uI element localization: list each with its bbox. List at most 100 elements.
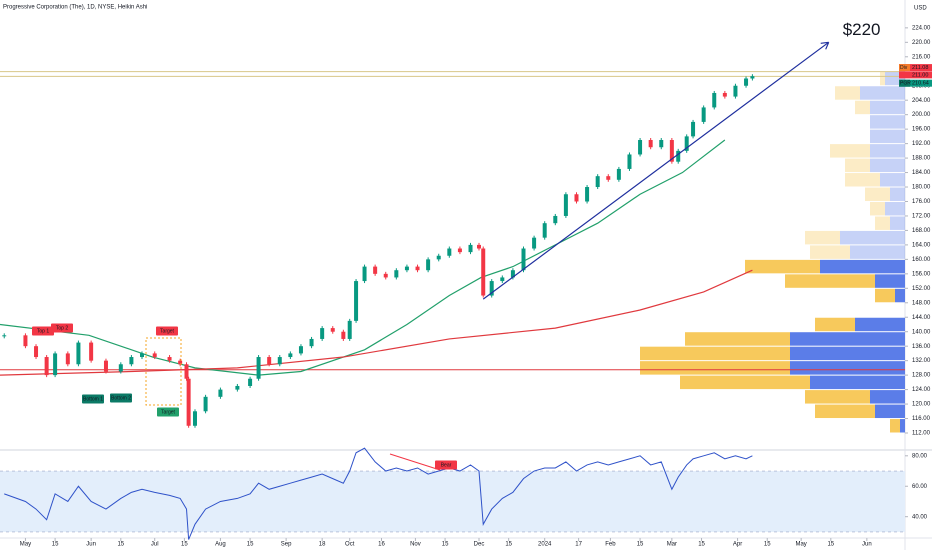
profile-down <box>890 187 905 201</box>
trend-label: $220 <box>843 20 881 39</box>
candle <box>354 281 359 321</box>
profile-up <box>805 230 840 245</box>
candle <box>152 353 157 358</box>
profile-down <box>870 390 905 404</box>
y-tick-label: 148.00 <box>912 300 931 306</box>
x-tick-label: 15 <box>117 542 124 548</box>
candle <box>553 215 558 224</box>
candle <box>574 194 579 202</box>
candle <box>691 121 696 137</box>
profile-down <box>820 259 905 274</box>
x-tick-label: Jul <box>151 542 159 548</box>
profile-up <box>835 86 860 100</box>
candle <box>167 357 172 361</box>
x-tick-label: Jun <box>86 542 96 548</box>
x-tick-label: 2024 <box>538 542 552 548</box>
profile-down <box>870 100 905 115</box>
rsi-tick-label: 40.00 <box>912 514 928 520</box>
price-tag-name: Div <box>900 65 908 71</box>
candle <box>118 364 123 372</box>
currency: USD <box>914 6 927 12</box>
rsi-tick-label: 60.00 <box>912 484 928 490</box>
x-tick-label: Jun <box>862 542 872 548</box>
profile-up <box>870 201 885 216</box>
candle <box>34 346 39 358</box>
candle <box>373 266 378 274</box>
x-tick-label: 16 <box>378 542 385 548</box>
x-tick-label: May <box>795 542 806 548</box>
y-tick-label: 220.00 <box>912 40 931 46</box>
trend-arrowhead <box>820 41 830 50</box>
candle <box>362 266 367 282</box>
divergence-line <box>389 453 441 471</box>
y-tick-label: 144.00 <box>912 315 931 321</box>
candle <box>585 187 590 202</box>
x-tick-label: 17 <box>575 542 582 548</box>
x-tick-label: Apr <box>733 542 742 548</box>
candle <box>76 342 81 365</box>
candle <box>468 244 473 253</box>
y-tick-label: 112.00 <box>912 431 931 437</box>
profile-down <box>855 317 905 332</box>
x-tick-label: 15 <box>247 542 254 548</box>
y-tick-label: 132.00 <box>912 358 931 364</box>
y-tick-label: 180.00 <box>912 185 931 191</box>
x-tick-label: May <box>20 542 31 548</box>
candle <box>383 273 388 278</box>
candle <box>65 353 70 365</box>
profile-down <box>850 245 905 259</box>
y-tick-label: 124.00 <box>912 387 931 393</box>
y-tick-label: 140.00 <box>912 329 931 335</box>
profile-up <box>680 375 810 390</box>
y-tick-label: 216.00 <box>912 54 931 60</box>
candle <box>53 353 58 376</box>
x-tick-label: Mar <box>667 542 677 548</box>
y-tick-label: 172.00 <box>912 214 931 220</box>
profile-up <box>865 187 890 201</box>
candle <box>404 266 409 271</box>
profile-up <box>685 332 790 346</box>
x-tick-label: Sep <box>281 542 292 548</box>
profile-down <box>870 144 905 158</box>
x-tick-label: 15 <box>181 542 188 548</box>
candle <box>347 320 352 339</box>
trendline <box>482 41 830 300</box>
annotation-box <box>82 394 104 404</box>
candle <box>129 357 134 365</box>
y-tick-label: 164.00 <box>912 242 931 248</box>
y-tick-label: 224.00 <box>912 25 931 31</box>
x-tick-label: 15 <box>698 542 705 548</box>
candle <box>298 346 303 354</box>
candle <box>140 353 145 358</box>
annotation-box <box>435 460 457 470</box>
candle <box>722 92 727 97</box>
candle <box>330 328 335 332</box>
y-tick-label: 188.00 <box>912 156 931 162</box>
profile-down <box>810 375 905 390</box>
candle <box>659 139 664 148</box>
candle <box>606 176 611 180</box>
profile-down <box>900 419 905 433</box>
candle <box>103 360 108 372</box>
annotation: Bear <box>441 462 452 468</box>
profile-down <box>880 173 905 187</box>
profile-down <box>790 346 905 361</box>
candle <box>638 139 643 155</box>
profile-up <box>805 390 870 404</box>
x-tick-label: 18 <box>319 542 326 548</box>
profile-up <box>815 317 855 332</box>
rsi-band <box>0 471 905 532</box>
x-tick-label: 15 <box>505 542 512 548</box>
profile-up <box>640 361 790 375</box>
annotation: Target <box>161 409 176 415</box>
candle <box>218 389 223 397</box>
annotation: Bottom 2 <box>111 395 131 401</box>
candle <box>320 328 325 339</box>
profile-down <box>790 332 905 346</box>
chart-title: Progressive Corporation (The), 1D, NYSE,… <box>3 5 147 11</box>
rsi-tick-label: 80.00 <box>912 453 928 459</box>
candle <box>248 378 253 386</box>
annotation-box <box>32 326 54 336</box>
